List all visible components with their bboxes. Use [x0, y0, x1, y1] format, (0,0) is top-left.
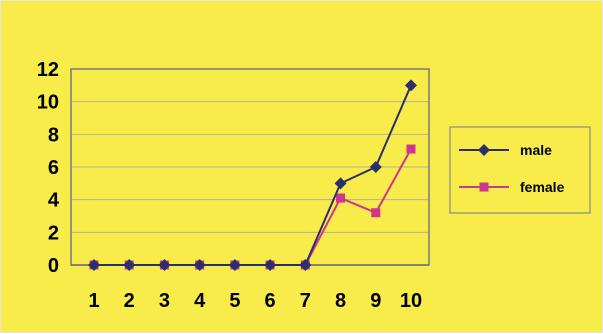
x-tick-label: 1 — [88, 290, 99, 312]
point-female — [406, 144, 416, 154]
y-tick-label: 0 — [48, 255, 59, 277]
point-male — [334, 177, 347, 190]
series-line-male — [94, 84, 412, 266]
gridlines — [71, 101, 429, 266]
y-tick-label: 2 — [48, 222, 59, 244]
y-tick-label: 4 — [48, 190, 60, 212]
point-male — [405, 79, 417, 92]
point-male — [123, 259, 136, 271]
series-line-female — [94, 148, 412, 266]
x-tick-label: 8 — [335, 290, 346, 312]
x-axis-ticks: 1 2 3 4 5 6 7 8 9 10 — [88, 290, 422, 312]
point-male — [264, 259, 277, 271]
point-male — [193, 259, 206, 271]
x-tick-label: 4 — [194, 290, 206, 312]
y-tick-label: 6 — [48, 157, 59, 179]
point-male — [228, 259, 241, 271]
legend-marker-female — [479, 182, 489, 192]
point-male — [369, 161, 382, 173]
point-female — [336, 193, 346, 203]
point-male — [158, 259, 171, 271]
x-tick-label: 3 — [159, 290, 170, 312]
series-layer — [88, 79, 417, 271]
legend-label-female: female — [520, 179, 565, 195]
y-tick-label: 8 — [48, 124, 59, 146]
point-male — [88, 259, 100, 271]
y-axis-ticks: 0 2 4 6 8 10 12 — [37, 59, 60, 277]
legend: male female — [449, 126, 591, 214]
point-female — [371, 208, 381, 218]
x-tick-label: 10 — [400, 290, 422, 312]
x-tick-label: 2 — [124, 290, 135, 312]
point-male — [299, 259, 312, 271]
x-tick-label: 9 — [370, 290, 381, 312]
y-tick-label: 10 — [37, 92, 59, 114]
x-tick-label: 5 — [229, 290, 240, 312]
legend-label-male: male — [520, 142, 552, 158]
x-tick-label: 6 — [265, 290, 276, 312]
y-tick-label: 12 — [37, 59, 59, 81]
x-tick-label: 7 — [300, 290, 311, 312]
legend-box — [449, 126, 591, 214]
legend-marker-male — [478, 144, 490, 156]
